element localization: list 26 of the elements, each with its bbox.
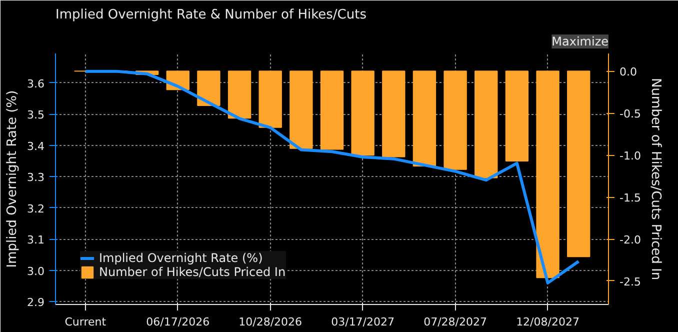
legend-label: Implied Overnight Rate (%)	[99, 251, 263, 265]
chart-title: Implied Overnight Rate & Number of Hikes/Cuts	[56, 8, 367, 22]
y2-tick-label: -0.5	[620, 108, 641, 121]
y2-tick-label: 0.0	[620, 66, 637, 79]
y-tick-label: 2.9	[27, 296, 45, 310]
y-tick-label: 3.2	[27, 202, 45, 216]
y2-axis-title: Number of Hikes/Cuts Priced In	[648, 78, 663, 280]
y-tick-label: 3.5	[27, 108, 45, 122]
y2-tick-label: -1.5	[620, 192, 641, 205]
y2-tick-label: -2.5	[620, 275, 641, 288]
text: Maximize	[552, 34, 609, 48]
y2-tick-label: -2.0	[620, 234, 641, 247]
y-tick-label: 3.0	[27, 264, 45, 278]
y-axis-title: Implied Overnight Rate (%)	[5, 90, 20, 268]
y-tick-label: 3.4	[27, 140, 45, 153]
legend-label: Number of Hikes/Cuts Priced In	[99, 265, 286, 279]
y-tick-label: 3.6	[27, 77, 45, 90]
x-tick-label: 07/28/2027	[424, 316, 488, 328]
y-tick-label: 3.1	[27, 234, 45, 247]
x-tick-label: 12/08/2027	[516, 316, 580, 328]
x-tick-label: 06/17/2026	[146, 316, 210, 328]
y2-tick-label: -1.0	[620, 150, 641, 163]
x-tick-label: 03/17/2027	[331, 316, 395, 328]
x-tick-label: 10/28/2026	[238, 316, 302, 328]
x-tick-label: Current	[64, 316, 107, 328]
y-tick-label: 3.3	[27, 171, 45, 184]
